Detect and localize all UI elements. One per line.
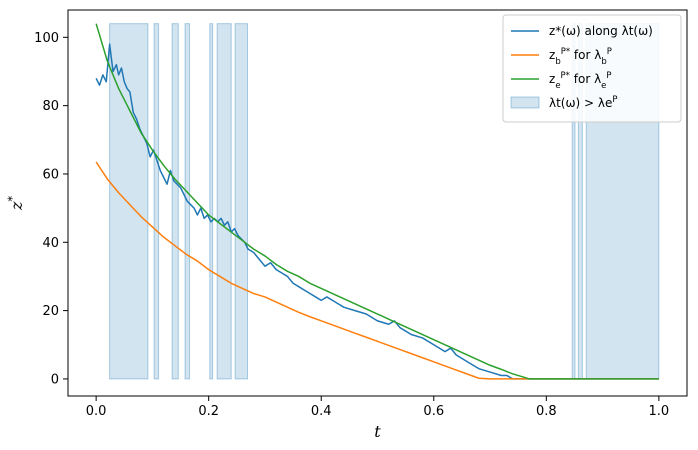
x-tick-label: 0.0 — [86, 404, 107, 419]
y-tick-label: 80 — [42, 99, 59, 114]
legend-box — [502, 14, 682, 123]
y-tick-label: 20 — [42, 304, 59, 319]
x-tick-label: 1.0 — [649, 404, 670, 419]
legend-label: zeP* for λeP — [549, 71, 612, 91]
legend-label: zbP* for λbP — [549, 47, 612, 67]
y-tick-label: 40 — [42, 236, 59, 251]
x-tick-label: 0.2 — [198, 404, 219, 419]
shaded-region-2 — [171, 23, 179, 380]
y-tick-label: 0 — [51, 372, 59, 387]
y-axis-label: z* — [6, 196, 27, 211]
shaded-region-1 — [153, 23, 160, 380]
legend: z*(ω) along λt(ω) zbP* for λbP zeP* for λe… — [502, 14, 682, 123]
x-tick-label: 0.8 — [536, 404, 557, 419]
x-axis-ticks: 0.0 0.2 0.4 0.6 0.8 1.0 — [86, 396, 669, 419]
x-tick-label: 0.6 — [423, 404, 444, 419]
legend-swatch — [510, 96, 540, 109]
x-tick-label: 0.4 — [311, 404, 332, 419]
legend-label: λt(ω) > λeP — [549, 95, 618, 110]
shaded-region-5 — [216, 23, 232, 380]
series-line-2 — [95, 23, 659, 380]
series-line-1 — [95, 161, 659, 380]
y-axis-ticks: 0 20 40 60 80 100 — [34, 31, 68, 387]
x-axis-label: t — [374, 422, 381, 441]
shaded-region-6 — [234, 23, 249, 380]
shaded-region-4 — [209, 23, 214, 380]
plot-frame — [67, 9, 688, 397]
y-tick-label: 60 — [42, 167, 59, 182]
y-tick-label: 100 — [34, 31, 59, 46]
shaded-region-0 — [109, 23, 149, 380]
series-lines — [95, 23, 659, 380]
legend-label: z*(ω) along λt(ω) — [549, 24, 653, 38]
